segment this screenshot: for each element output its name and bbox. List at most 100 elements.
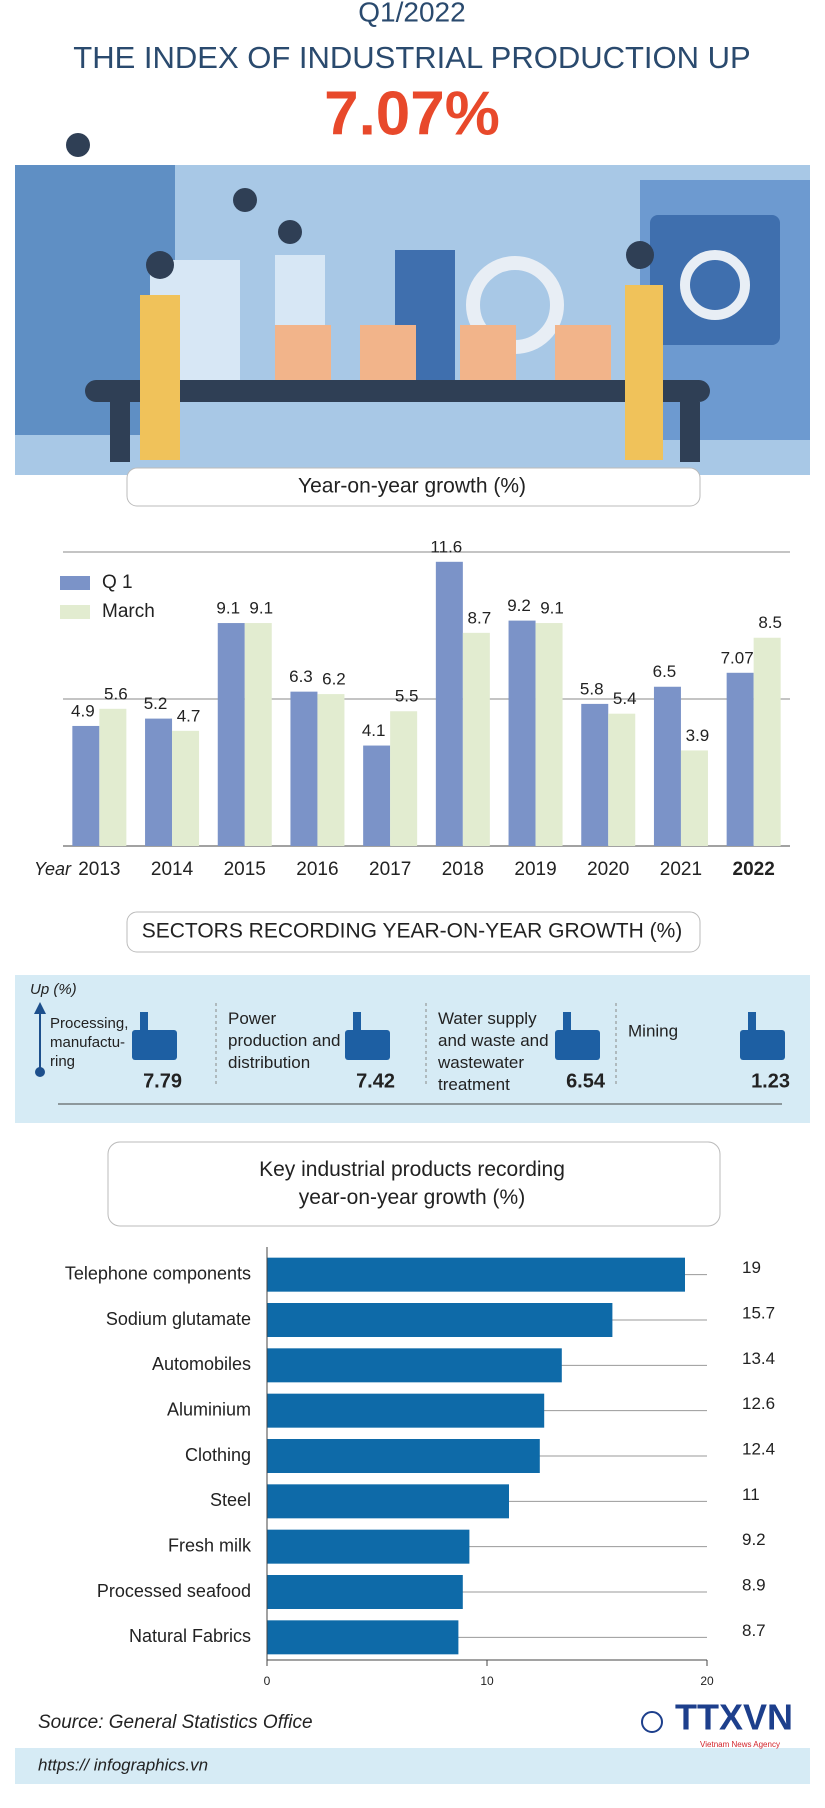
illustration	[15, 133, 810, 475]
bar	[244, 623, 272, 846]
bar	[435, 561, 463, 846]
x-tick-label: 2018	[442, 859, 484, 880]
sector-value: 1.23	[751, 1070, 790, 1092]
value-label: 13.4	[742, 1349, 775, 1368]
value-label: 4.7	[177, 706, 201, 725]
up-arrow-head	[34, 1002, 46, 1014]
y-tick-label: Clothing	[185, 1445, 251, 1465]
title-box	[107, 1141, 721, 1227]
value-label: 6.3	[289, 667, 313, 686]
bar	[317, 694, 345, 846]
y-tick-label: Sodium glutamate	[106, 1309, 251, 1329]
sector-name: Mining	[628, 1021, 678, 1040]
value-label: 5.8	[580, 679, 604, 698]
y-tick-label: Processed seafood	[97, 1581, 251, 1601]
x-tick-label: 2014	[151, 859, 194, 880]
x-tick-label: 2017	[369, 859, 411, 880]
value-label: 7.07	[721, 648, 754, 667]
bar	[535, 623, 563, 846]
bar	[753, 637, 781, 846]
chart-title: Year-on-year growth (%)	[298, 475, 526, 498]
y-tick-label: Automobiles	[152, 1354, 251, 1374]
value-label: 8.7	[468, 608, 492, 627]
x-tick-label: 2013	[78, 859, 120, 880]
bar	[508, 620, 536, 846]
legend-label: March	[102, 601, 155, 622]
value-label: 6.2	[322, 670, 346, 689]
period: Q1/2022	[358, 0, 465, 27]
bar	[72, 725, 100, 846]
legend-label: Q 1	[102, 572, 133, 593]
bar	[290, 691, 318, 846]
value-label: 4.9	[71, 701, 95, 720]
sector-icon	[345, 1030, 390, 1060]
bar	[172, 730, 200, 846]
value-label: 9.1	[540, 599, 564, 618]
title-box	[126, 911, 701, 953]
bar	[145, 718, 173, 846]
bar	[267, 1529, 470, 1564]
bar	[390, 711, 418, 846]
sector-name: Power production and distribution	[228, 1009, 340, 1072]
value-label: 8.9	[742, 1575, 766, 1594]
sector-value: 6.54	[566, 1070, 606, 1092]
y-tick-label: Steel	[210, 1490, 251, 1510]
value-label: 11	[742, 1485, 760, 1504]
x-axis-label: Year	[34, 859, 72, 879]
value-label: 9.1	[249, 599, 273, 618]
bar	[99, 708, 127, 846]
value-label: 12.4	[742, 1439, 775, 1458]
y-tick-label: Natural Fabrics	[129, 1626, 251, 1646]
y-tick-label: Telephone components	[65, 1263, 251, 1283]
value-label: 5.4	[613, 689, 637, 708]
value-label: 15.7	[742, 1303, 775, 1322]
y-tick-label: Fresh milk	[168, 1535, 252, 1555]
title-box	[126, 467, 701, 507]
sectors-title: SECTORS RECORDING YEAR-ON-YEAR GROWTH (%…	[142, 920, 683, 943]
value-label: 9.1	[216, 599, 240, 618]
bar	[267, 1257, 685, 1292]
url: https:// infographics.vn	[38, 1755, 208, 1774]
value-label: 5.2	[144, 694, 168, 713]
agency-logo: TTXVN	[675, 1697, 793, 1738]
bar	[581, 703, 609, 846]
value-label: 11.6	[430, 537, 462, 556]
x-tick-label: 0	[264, 1674, 271, 1688]
sector-icon	[563, 1012, 571, 1032]
value-label: 6.5	[653, 662, 677, 681]
value-label: 5.5	[395, 687, 419, 706]
bar	[267, 1484, 509, 1519]
x-tick-label: 2015	[224, 859, 266, 880]
x-tick-label: 20	[700, 1674, 714, 1688]
bar	[680, 750, 708, 846]
headline: THE INDEX OF INDUSTRIAL PRODUCTION UP	[73, 40, 750, 75]
x-tick-label: 2021	[660, 859, 702, 880]
value-label: 3.9	[686, 726, 710, 745]
sector-icon	[740, 1030, 785, 1060]
sector-value: 7.42	[356, 1070, 395, 1092]
value-label: 8.7	[742, 1621, 766, 1640]
bar	[608, 713, 636, 846]
x-tick-label: 2019	[514, 859, 556, 880]
value-label: 19	[742, 1258, 761, 1277]
chart-title: Key industrial products recording year-on…	[259, 1158, 565, 1209]
bar	[726, 672, 754, 846]
bar	[217, 623, 245, 846]
up-arrow-base	[35, 1067, 45, 1077]
sector-value: 7.79	[143, 1070, 182, 1092]
value-label: 8.5	[758, 613, 782, 632]
value-label: 5.6	[104, 684, 128, 703]
sector-icon	[748, 1012, 756, 1032]
sector-icon	[140, 1012, 148, 1032]
bar	[462, 632, 490, 846]
bar	[267, 1348, 562, 1383]
copyright-mark	[641, 1711, 663, 1733]
x-tick-label: 2022	[733, 859, 775, 880]
bar	[363, 745, 391, 846]
x-tick-label: 2016	[296, 859, 338, 880]
bar	[267, 1439, 540, 1473]
sectors-axis-label: Up (%)	[30, 981, 77, 998]
agency-sub: Vietnam News Agency	[700, 1740, 780, 1749]
legend-swatch	[60, 576, 90, 590]
